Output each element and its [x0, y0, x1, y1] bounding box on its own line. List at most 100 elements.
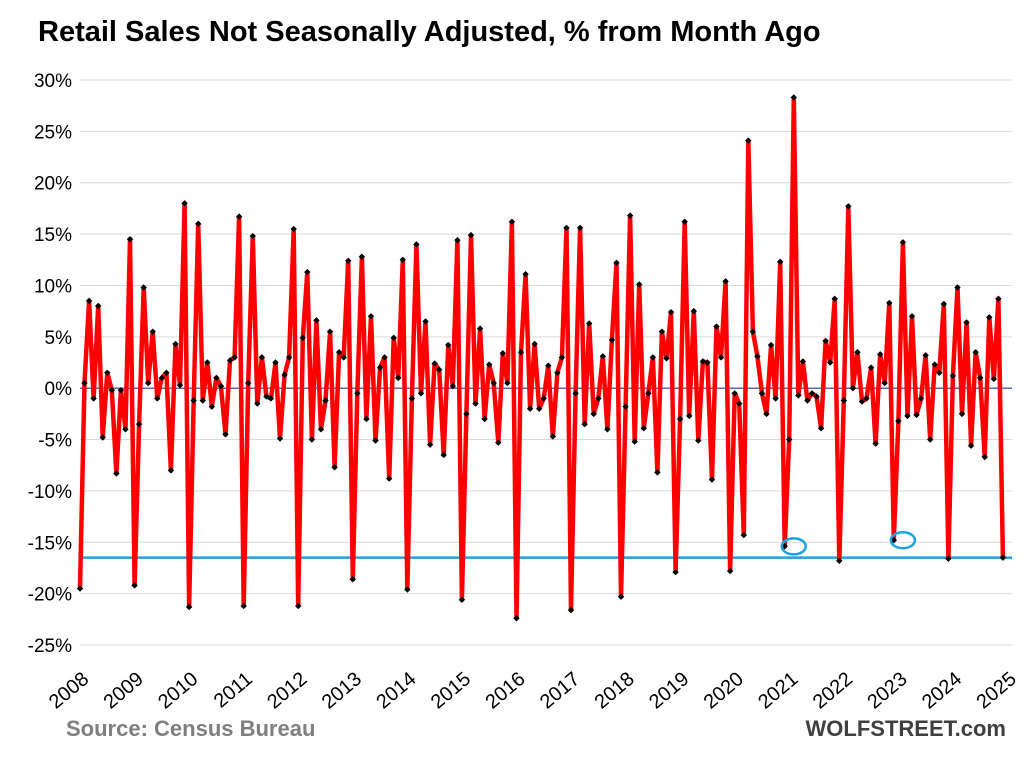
marker-layer — [76, 94, 1007, 622]
data-point — [76, 585, 84, 592]
data-point — [226, 357, 234, 364]
data-point — [258, 354, 266, 361]
data-point — [763, 410, 770, 418]
x-tick-label: 2021 — [754, 668, 802, 713]
data-point — [122, 426, 129, 433]
data-point — [876, 351, 884, 358]
data-point — [617, 593, 625, 600]
data-point — [563, 224, 570, 232]
y-tick-label: -15% — [28, 533, 72, 554]
data-point — [335, 349, 343, 356]
data-point — [808, 390, 816, 397]
data-point — [295, 602, 302, 610]
chart-title: Retail Sales Not Seasonally Adjusted, % … — [38, 16, 821, 48]
y-tick-label: -5% — [38, 431, 72, 452]
x-tick-label: 2008 — [45, 668, 93, 713]
data-point — [981, 453, 988, 461]
data-point — [886, 299, 893, 307]
data-point — [304, 268, 311, 276]
x-tick-label: 2025 — [972, 668, 1020, 713]
data-point — [513, 615, 520, 622]
data-point — [836, 557, 843, 564]
data-point — [854, 349, 861, 356]
data-point — [285, 354, 293, 361]
data-point — [245, 379, 252, 387]
data-point — [481, 415, 488, 423]
data-point — [531, 340, 538, 348]
data-point — [522, 270, 529, 278]
data-point — [281, 371, 288, 379]
data-point — [940, 300, 948, 308]
data-point — [363, 415, 370, 423]
data-point — [331, 464, 338, 471]
x-tick-label: 2024 — [918, 668, 966, 713]
data-point — [90, 395, 97, 402]
data-point — [967, 442, 975, 449]
data-point — [822, 337, 829, 345]
data-point — [417, 390, 425, 397]
data-point — [504, 379, 511, 387]
data-point — [272, 359, 279, 366]
data-point — [663, 355, 670, 362]
data-point — [385, 475, 393, 482]
data-point — [458, 596, 466, 603]
series-line — [77, 95, 1006, 621]
data-point — [608, 336, 616, 344]
series-layer — [77, 95, 1006, 621]
gridlines — [80, 79, 1012, 646]
data-point — [667, 308, 675, 316]
data-point — [404, 586, 411, 593]
data-point — [549, 433, 557, 440]
data-point — [745, 137, 752, 144]
data-point — [817, 425, 825, 432]
x-tick-label: 2016 — [481, 668, 529, 713]
data-point — [704, 359, 711, 366]
data-point — [140, 284, 147, 291]
data-point — [454, 237, 461, 244]
data-point — [954, 284, 961, 291]
data-point — [485, 361, 493, 368]
data-point — [558, 354, 566, 361]
x-tick-label: 2014 — [372, 668, 420, 713]
data-point — [376, 364, 384, 371]
data-point — [426, 441, 434, 448]
data-point — [172, 340, 179, 348]
data-point — [795, 392, 802, 399]
data-point — [349, 576, 356, 583]
data-point — [181, 200, 188, 207]
data-point — [867, 364, 875, 371]
data-point — [113, 470, 120, 477]
data-point — [917, 395, 925, 402]
source-note: Source: Census Bureau — [66, 716, 316, 741]
x-axis-ticks: 2008 2009 2010 2011 2012 2013 2014 2015 2016 2017… — [45, 668, 1021, 713]
data-point — [626, 212, 634, 219]
data-point — [467, 231, 475, 239]
data-point — [144, 379, 152, 387]
data-point — [167, 467, 175, 474]
data-point — [645, 390, 652, 397]
data-point — [676, 415, 684, 423]
data-point — [395, 374, 402, 382]
data-point — [249, 232, 256, 240]
data-point — [999, 554, 1007, 561]
data-point — [713, 323, 720, 330]
data-point — [554, 369, 561, 376]
data-point — [190, 397, 197, 404]
data-point — [899, 239, 907, 246]
data-point — [595, 395, 602, 402]
data-point — [640, 425, 647, 432]
data-point — [449, 382, 457, 390]
x-tick-label: 2020 — [700, 668, 748, 713]
data-point — [895, 417, 902, 425]
data-point — [176, 381, 184, 389]
data-point — [576, 224, 584, 232]
data-point — [826, 359, 834, 366]
data-point — [381, 354, 388, 361]
data-point — [963, 319, 970, 326]
data-point — [631, 438, 638, 445]
data-point — [926, 436, 934, 443]
data-point — [476, 325, 484, 332]
y-tick-label: 15% — [34, 225, 72, 246]
data-point — [731, 390, 738, 397]
data-point — [499, 350, 507, 357]
